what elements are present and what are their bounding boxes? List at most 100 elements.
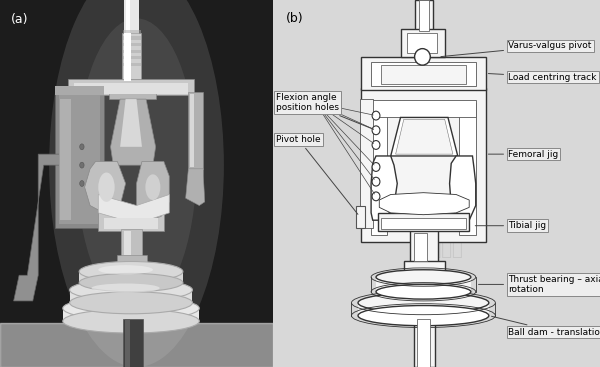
Bar [190,94,194,167]
Bar [104,218,158,229]
Bar [356,206,365,228]
Polygon shape [449,156,476,220]
Bar [122,33,142,81]
Bar [123,36,140,40]
Text: Femoral jig: Femoral jig [488,150,559,159]
Bar [124,33,131,81]
Text: MyTesting: MyTesting [398,286,475,301]
Bar [371,103,388,235]
Bar [361,88,485,242]
Text: Pivot hole: Pivot hole [276,135,358,214]
Ellipse shape [70,292,193,314]
Ellipse shape [63,309,199,333]
Bar [124,231,131,255]
Bar [413,233,427,261]
Bar [55,86,104,95]
Text: Flexion angle
position holes: Flexion angle position holes [276,93,373,129]
Bar [70,288,193,303]
Text: Varus-valgus pivot: Varus-valgus pivot [441,41,592,57]
Ellipse shape [98,172,115,202]
Bar [55,92,104,228]
Text: Tibial jig: Tibial jig [475,221,547,230]
Ellipse shape [63,297,199,320]
Polygon shape [391,117,458,156]
Bar [188,92,203,169]
Bar [124,0,139,37]
Bar [381,218,466,229]
Ellipse shape [358,305,489,326]
Bar [79,272,183,283]
Bar [59,95,100,224]
Polygon shape [395,119,453,154]
Polygon shape [120,99,142,147]
Bar [401,29,445,57]
Bar [123,63,140,66]
Bar [381,65,466,84]
Bar [118,255,148,268]
Bar [123,43,140,46]
Bar [123,319,143,367]
Circle shape [372,111,380,120]
Bar [68,79,194,95]
Polygon shape [98,195,169,224]
Bar [407,33,437,53]
Polygon shape [85,161,125,213]
Ellipse shape [49,0,224,367]
Bar [123,30,140,33]
Bar [419,0,428,31]
Circle shape [80,162,84,168]
Ellipse shape [76,18,197,312]
Circle shape [372,177,380,186]
Text: Thrust bearing – axial
rotation: Thrust bearing – axial rotation [479,275,600,294]
Bar [60,99,71,220]
Ellipse shape [376,270,471,284]
Polygon shape [371,156,397,220]
Bar [98,211,164,231]
Bar [74,83,188,94]
Ellipse shape [391,196,456,218]
Circle shape [372,126,380,135]
Text: Ball dam - translation: Ball dam - translation [491,316,600,337]
Bar [359,99,373,228]
Bar [109,84,155,99]
Ellipse shape [79,261,183,282]
Text: Load centring track: Load centring track [488,73,597,81]
Polygon shape [137,161,169,220]
Circle shape [80,181,84,186]
Circle shape [372,163,380,171]
Ellipse shape [79,273,183,292]
Text: 崔峪检测网: 崔峪检测网 [410,240,463,259]
Text: (b): (b) [286,12,304,25]
Bar [371,62,476,86]
Bar [358,301,489,316]
Bar [123,50,140,53]
Bar [123,56,140,59]
Bar [413,316,435,367]
Ellipse shape [70,279,193,301]
Bar [125,0,130,37]
Bar [377,213,469,231]
Polygon shape [110,99,155,165]
Ellipse shape [415,49,430,65]
Ellipse shape [98,265,153,275]
Bar [63,306,199,321]
Bar [371,100,476,117]
Bar [460,103,476,235]
Ellipse shape [91,283,160,293]
Text: (a): (a) [11,13,28,26]
Bar [376,275,471,292]
Circle shape [80,144,84,150]
Ellipse shape [145,174,160,200]
Polygon shape [379,193,469,215]
Ellipse shape [358,293,489,313]
Circle shape [372,141,380,149]
Bar [417,319,430,367]
Bar [410,229,438,262]
Polygon shape [185,169,205,206]
Bar [404,261,445,273]
Ellipse shape [376,284,471,299]
Circle shape [372,192,380,201]
Bar [121,229,142,257]
Bar [361,57,485,90]
Bar [415,0,433,31]
